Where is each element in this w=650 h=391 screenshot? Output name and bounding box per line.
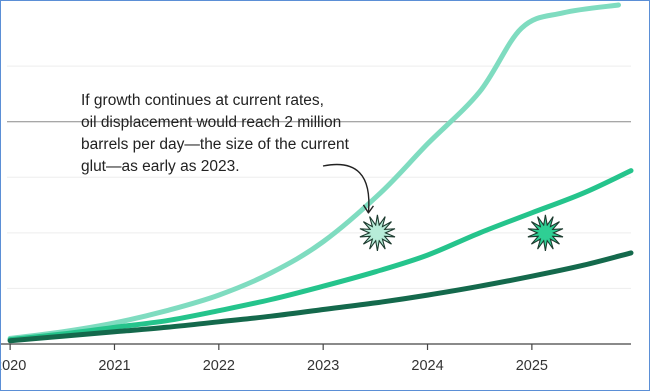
annotation-line: oil displacement would reach 2 million — [81, 114, 341, 131]
series-line-1 — [7, 2, 621, 341]
annotation-arrowhead — [362, 204, 375, 214]
annotation-line: glut—as early as 2023. — [81, 158, 240, 175]
x-tick-label: 2024 — [411, 358, 443, 374]
series-lines — [7, 2, 634, 344]
x-tick-label: 2022 — [203, 358, 235, 374]
series-line-3 — [7, 250, 634, 344]
burst-markers — [359, 214, 564, 251]
annotation-arrow — [322, 163, 370, 213]
x-tick-label: 2021 — [98, 358, 130, 374]
annotation: If growth continues at current rates, oil… — [81, 92, 375, 214]
x-tick-label: 2023 — [307, 358, 339, 374]
burst-marker-core — [538, 225, 553, 240]
burst-marker-core — [370, 225, 385, 240]
annotation-line: If growth continues at current rates, — [81, 92, 324, 109]
annotation-line: barrels per day—the size of the current — [81, 136, 350, 153]
series-line-2 — [7, 168, 634, 343]
x-tick-label: 2025 — [516, 358, 548, 374]
